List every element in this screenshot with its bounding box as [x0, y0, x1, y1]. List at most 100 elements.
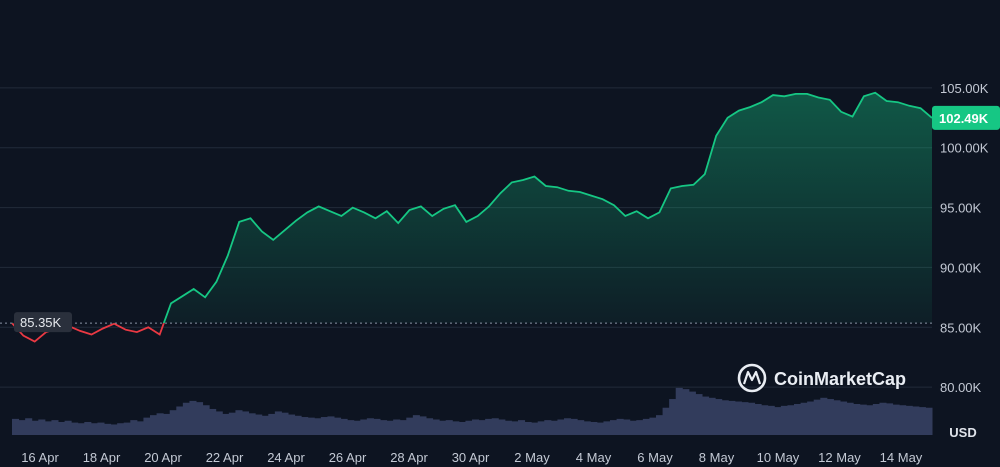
volume-bar	[590, 421, 598, 435]
volume-bar	[531, 422, 539, 435]
volume-bar	[866, 405, 874, 435]
volume-bar	[209, 408, 217, 435]
x-tick-label: 16 Apr	[21, 450, 59, 465]
volume-bar	[524, 421, 532, 435]
volume-bar	[51, 420, 59, 435]
volume-bar	[228, 412, 236, 435]
volume-bar	[840, 401, 848, 435]
volume-bar	[432, 419, 440, 435]
current-price-label: 102.49K	[939, 111, 989, 126]
volume-bar	[570, 418, 578, 435]
x-tick-label: 26 Apr	[329, 450, 367, 465]
volume-bar	[117, 423, 125, 435]
volume-bar	[189, 400, 197, 435]
volume-bar	[846, 402, 854, 435]
y-tick-label: 85.00K	[940, 320, 982, 335]
volume-bar	[754, 404, 762, 435]
y-tick-label: 95.00K	[940, 201, 982, 216]
price-area	[163, 92, 932, 324]
volume-bar	[248, 413, 256, 435]
volume-bar	[169, 410, 177, 435]
volume-bar	[18, 420, 26, 435]
volume-bar	[90, 423, 98, 435]
volume-bar	[130, 420, 138, 435]
volume-bar	[826, 399, 834, 435]
volume-bar	[478, 420, 486, 435]
volume-bar	[728, 400, 736, 435]
volume-bar	[734, 401, 742, 435]
volume-bar	[767, 405, 775, 435]
volume-bar	[301, 417, 309, 435]
baseline-badge: 85.35K	[14, 312, 72, 333]
volume-bar	[504, 420, 512, 435]
x-tick-label: 28 Apr	[390, 450, 428, 465]
volume-bar	[656, 415, 664, 435]
volume-bar	[255, 414, 263, 435]
volume-bar	[596, 422, 604, 435]
price-line-above-baseline	[12, 91, 932, 324]
volume-bar	[892, 404, 900, 435]
volume-bar	[518, 420, 526, 435]
volume-bar	[77, 423, 85, 435]
volume-bar	[386, 420, 394, 435]
y-tick-label: 80.00K	[940, 380, 982, 395]
coinmarketcap-logo-icon	[737, 363, 767, 393]
volume-bar	[71, 422, 79, 435]
volume-bar	[38, 419, 46, 435]
x-tick-label: 6 May	[637, 450, 673, 465]
volume-bar	[288, 414, 296, 435]
volume-bar	[215, 411, 223, 435]
y-tick-label: 90.00K	[940, 260, 982, 275]
volume-bar	[761, 405, 769, 435]
brand-name: CoinMarketCap	[774, 369, 906, 389]
volume-bar	[642, 418, 650, 435]
volume-bar	[412, 415, 420, 435]
volume-bar	[340, 418, 348, 435]
volume-bar	[715, 399, 723, 435]
volume-bar	[636, 420, 644, 435]
y-axis: 80.00K 85.00K 90.00K 95.00K 100.00K 105.00K	[940, 81, 989, 395]
volume-bar	[669, 399, 677, 435]
volume-bar	[485, 418, 493, 435]
volume-bar	[242, 411, 250, 435]
volume-bar	[373, 418, 381, 435]
x-axis: 16 Apr 18 Apr 20 Apr 22 Apr 24 Apr 26 Apr 28 A…	[21, 450, 923, 465]
volume-bar	[905, 405, 913, 435]
volume-bar	[629, 420, 637, 435]
volume-bar	[176, 406, 184, 435]
volume-bar	[544, 420, 552, 435]
volume-bar	[774, 407, 782, 435]
volume-bar	[610, 420, 618, 435]
volume-bar	[748, 402, 756, 435]
volume-bar	[25, 418, 33, 435]
volume-bar	[143, 417, 151, 435]
volume-bar	[307, 417, 315, 435]
volume-bar	[334, 417, 342, 435]
volume-bar	[675, 387, 683, 435]
volume-bar	[807, 401, 815, 435]
volume-bar	[583, 421, 591, 435]
volume-bar	[800, 402, 808, 435]
volume-bar	[616, 418, 624, 435]
volume-bar	[452, 421, 460, 435]
volume-bar	[498, 419, 506, 435]
volume-bar	[327, 416, 335, 435]
volume-bar	[156, 413, 164, 435]
volume-bar	[918, 407, 926, 435]
volume-bar	[439, 420, 447, 435]
volume-bar	[833, 400, 841, 435]
volume-bar	[708, 397, 716, 435]
volume-bar	[511, 421, 519, 435]
volume-bar	[320, 417, 328, 435]
volume-bar	[261, 415, 269, 435]
volume-bar	[879, 402, 887, 435]
volume-bar	[97, 422, 105, 435]
volume-bar	[347, 420, 355, 435]
volume-bar	[426, 418, 434, 435]
x-tick-label: 24 Apr	[267, 450, 305, 465]
currency-unit-label: USD	[949, 425, 976, 440]
coinmarketcap-watermark: CoinMarketCap	[737, 363, 906, 393]
volume-bar	[780, 405, 788, 435]
volume-bar	[84, 421, 92, 435]
